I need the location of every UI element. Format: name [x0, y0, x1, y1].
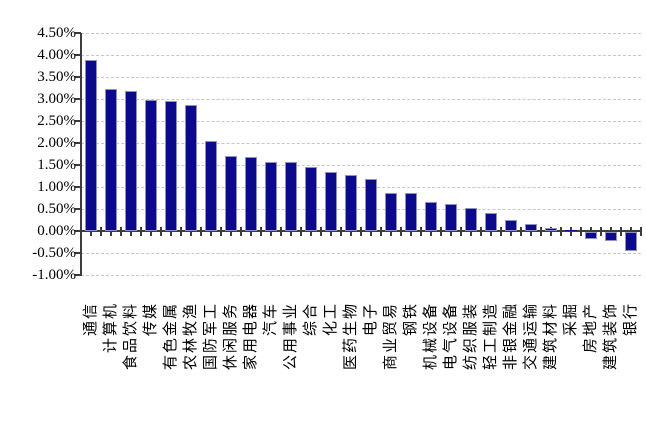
bar-电子 [365, 179, 377, 231]
y-axis-tick [75, 54, 81, 56]
bar-商业贸易 [385, 193, 397, 231]
x-axis-tick [640, 227, 642, 236]
x-axis-category-label-text: 国防军工 [203, 302, 219, 371]
y-axis-tick [75, 142, 81, 144]
bar-建筑装饰 [605, 232, 617, 241]
y-axis-tick-label: 3.00% [37, 91, 76, 107]
y-axis-tick [75, 120, 81, 122]
gridline [81, 253, 641, 254]
bar-银行 [625, 232, 637, 251]
x-axis-category-label-text: 电气设备 [443, 302, 459, 371]
x-axis-category-label-text: 建筑材料 [543, 302, 559, 371]
gridline [81, 209, 641, 210]
x-axis-category-label-text: 房地产 [583, 302, 599, 354]
bar-电气设备 [445, 204, 457, 231]
x-axis-category-label-text: 综合 [303, 302, 319, 337]
y-axis-tick [75, 274, 81, 276]
x-axis-category-label-text: 汽车 [263, 302, 279, 337]
gridline [81, 121, 641, 122]
y-axis-tick-label: 0.50% [37, 201, 76, 217]
bar-休闲服务 [225, 156, 237, 231]
bar-通信 [85, 60, 97, 231]
y-axis-tick [75, 164, 81, 166]
gridline [81, 55, 641, 56]
bar-汽车 [265, 162, 277, 231]
gridline [81, 33, 641, 34]
bar-交通运输 [525, 224, 537, 231]
gridline [81, 275, 641, 276]
y-axis-tick [75, 76, 81, 78]
bar-家用电器 [245, 157, 257, 231]
y-axis-tick [75, 252, 81, 254]
y-axis-tick-label: -0.50% [32, 245, 76, 261]
x-axis-category-label-text: 通信 [83, 302, 99, 337]
gridline [81, 77, 641, 78]
y-axis-tick [75, 230, 81, 232]
x-axis-category-label-text: 医药生物 [343, 302, 359, 371]
y-axis-tick-label: -1.00% [32, 267, 76, 283]
gridline [81, 99, 641, 100]
x-axis-category-label-text: 化工 [323, 302, 339, 337]
y-axis-tick [75, 32, 81, 34]
x-axis-category-label-text: 机械设备 [423, 302, 439, 371]
gridline [81, 143, 641, 144]
y-axis-tick-label: 4.50% [37, 25, 76, 41]
x-axis-line [81, 230, 641, 232]
x-axis-category-label-text: 计算机 [103, 302, 119, 354]
y-axis-tick-label: 1.50% [37, 157, 76, 173]
bar-传媒 [145, 100, 157, 231]
x-axis-category-label-text: 纺织服装 [463, 302, 479, 371]
x-axis-category-label-text: 轻工制造 [483, 302, 499, 371]
x-axis-category-label-text: 建筑装饰 [603, 302, 619, 371]
y-axis-tick [75, 98, 81, 100]
x-axis-category-label-text: 公用事业 [283, 302, 299, 371]
bar-医药生物 [345, 175, 357, 231]
x-axis-category-label-text: 非银金融 [503, 302, 519, 371]
x-axis-category-label-text: 钢铁 [403, 302, 419, 337]
bar-钢铁 [405, 193, 417, 231]
y-axis-tick [75, 208, 81, 210]
x-axis-category-label-text: 有色金属 [163, 302, 179, 371]
bar-纺织服装 [465, 208, 477, 231]
x-axis-category-label-text: 银行 [623, 302, 639, 337]
bar-食品饮料 [125, 91, 137, 231]
gridline [81, 187, 641, 188]
bar-农林牧渔 [185, 105, 197, 231]
bar-计算机 [105, 89, 117, 231]
bar-建筑材料 [545, 228, 557, 231]
bar-房地产 [585, 232, 597, 239]
x-axis-category-label-text: 采掘 [563, 302, 579, 337]
bar-机械设备 [425, 202, 437, 231]
gridline [81, 165, 641, 166]
bar-化工 [325, 172, 337, 231]
bar-有色金属 [165, 101, 177, 231]
bar-采掘 [565, 230, 577, 231]
x-axis-category-label-text: 食品饮料 [123, 302, 139, 371]
x-axis-category-label-text: 商业贸易 [383, 302, 399, 371]
x-axis-category-label-text: 交通运输 [523, 302, 539, 371]
bar-轻工制造 [485, 213, 497, 231]
x-axis-category-label-text: 家用电器 [243, 302, 259, 371]
y-axis-tick-label: 3.50% [37, 69, 76, 85]
x-axis-category-label-text: 电子 [363, 302, 379, 337]
y-axis-tick-label: 2.50% [37, 113, 76, 129]
y-axis-tick-label: 4.00% [37, 47, 76, 63]
x-axis-category-label-text: 休闲服务 [223, 302, 239, 371]
bar-公用事业 [285, 162, 297, 231]
bar-综合 [305, 167, 317, 231]
y-axis-tick-label: 1.00% [37, 179, 76, 195]
x-axis-category-label-text: 传媒 [143, 302, 159, 337]
y-axis-tick-label: 0.00% [37, 223, 76, 239]
bar-国防军工 [205, 141, 217, 231]
y-axis-tick-label: 2.00% [37, 135, 76, 151]
x-axis-category-label-text: 农林牧渔 [183, 302, 199, 371]
bar-非银金融 [505, 220, 517, 231]
y-axis-tick [75, 186, 81, 188]
y-axis-line [80, 33, 82, 276]
